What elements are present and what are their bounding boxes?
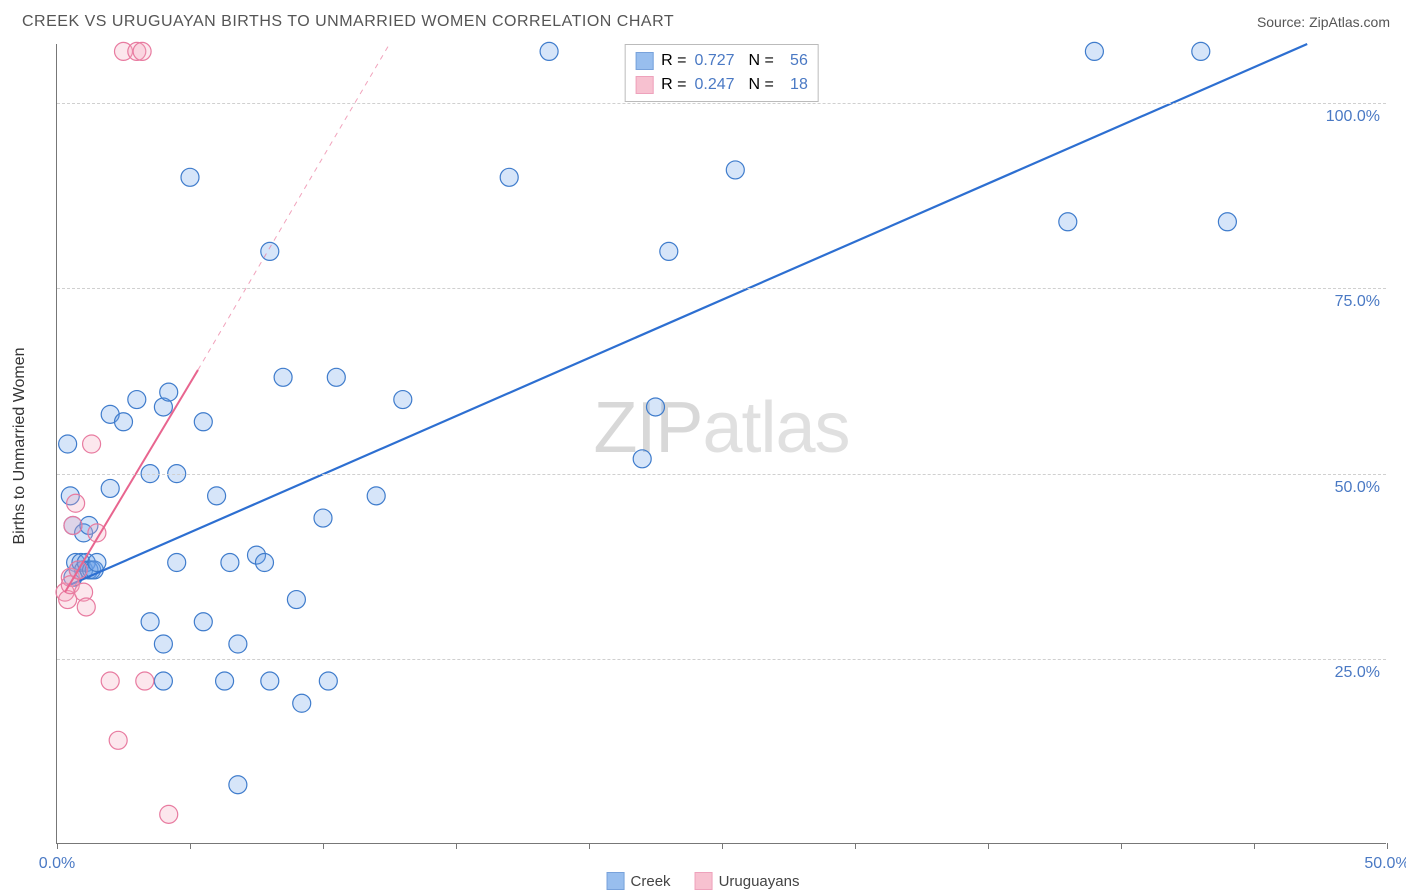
- data-point: [133, 42, 151, 60]
- correlation-legend: R = 0.727 N = 56 R = 0.247 N = 18: [624, 44, 819, 102]
- x-tick: [323, 843, 324, 849]
- x-tick: [190, 843, 191, 849]
- x-tick: [589, 843, 590, 849]
- data-point: [287, 591, 305, 609]
- x-tick: [456, 843, 457, 849]
- legend-label-uruguayans: Uruguayans: [719, 873, 800, 890]
- data-point: [229, 635, 247, 653]
- legend-n-uruguayans: 18: [782, 73, 808, 97]
- legend-r-creek: 0.727: [695, 49, 741, 73]
- legend-r-label: R =: [661, 49, 686, 73]
- data-point: [229, 776, 247, 794]
- scatter-svg: [57, 44, 1387, 844]
- chart-header: CREEK VS URUGUAYAN BIRTHS TO UNMARRIED W…: [0, 0, 1406, 44]
- x-tick: [722, 843, 723, 849]
- x-tick-label: 0.0%: [39, 855, 75, 873]
- data-point: [633, 450, 651, 468]
- legend-n-label: N =: [749, 49, 774, 73]
- swatch-creek: [607, 872, 625, 890]
- data-point: [101, 479, 119, 497]
- legend-item-uruguayans: Uruguayans: [695, 872, 800, 890]
- x-tick: [1121, 843, 1122, 849]
- gridline: [57, 103, 1386, 104]
- data-point: [255, 554, 273, 572]
- data-point: [274, 368, 292, 386]
- y-tick-label: 50.0%: [1335, 479, 1380, 497]
- legend-row-creek: R = 0.727 N = 56: [635, 49, 808, 73]
- x-tick: [1254, 843, 1255, 849]
- data-point: [314, 509, 332, 527]
- data-point: [540, 42, 558, 60]
- data-point: [115, 413, 133, 431]
- y-tick-label: 75.0%: [1335, 293, 1380, 311]
- data-point: [500, 168, 518, 186]
- data-point: [141, 613, 159, 631]
- data-point: [160, 383, 178, 401]
- data-point: [1085, 42, 1103, 60]
- chart-title: CREEK VS URUGUAYAN BIRTHS TO UNMARRIED W…: [22, 13, 674, 31]
- data-point: [77, 598, 95, 616]
- legend-n-label: N =: [749, 73, 774, 97]
- data-point: [154, 672, 172, 690]
- data-point: [160, 805, 178, 823]
- data-point: [647, 398, 665, 416]
- data-point: [109, 731, 127, 749]
- data-point: [293, 694, 311, 712]
- swatch-uruguayans: [635, 76, 653, 94]
- data-point: [67, 494, 85, 512]
- data-point: [136, 672, 154, 690]
- data-point: [88, 554, 106, 572]
- y-axis-label: Births to Unmarried Women: [11, 347, 29, 544]
- data-point: [59, 435, 77, 453]
- data-point: [660, 242, 678, 260]
- data-point: [221, 554, 239, 572]
- data-point: [394, 391, 412, 409]
- legend-r-uruguayans: 0.247: [695, 73, 741, 97]
- x-tick-label: 50.0%: [1364, 855, 1406, 873]
- gridline: [57, 659, 1386, 660]
- trend-line: [70, 44, 1307, 585]
- gridline: [57, 474, 1386, 475]
- data-point: [154, 635, 172, 653]
- x-tick: [1387, 843, 1388, 849]
- data-point: [1192, 42, 1210, 60]
- y-tick-label: 25.0%: [1335, 664, 1380, 682]
- legend-row-uruguayans: R = 0.247 N = 18: [635, 73, 808, 97]
- chart-plot-area: ZIPatlas R = 0.727 N = 56 R = 0.247 N = …: [56, 44, 1386, 844]
- source-label: Source: ZipAtlas.com: [1257, 14, 1390, 30]
- data-point: [194, 613, 212, 631]
- swatch-uruguayans: [695, 872, 713, 890]
- data-point: [327, 368, 345, 386]
- series-legend: Creek Uruguayans: [607, 872, 800, 890]
- data-point: [1218, 213, 1236, 231]
- data-point: [1059, 213, 1077, 231]
- data-point: [216, 672, 234, 690]
- legend-r-label: R =: [661, 73, 686, 97]
- data-point: [83, 435, 101, 453]
- legend-n-creek: 56: [782, 49, 808, 73]
- y-tick-label: 100.0%: [1326, 108, 1380, 126]
- data-point: [181, 168, 199, 186]
- data-point: [726, 161, 744, 179]
- data-point: [168, 554, 186, 572]
- x-tick: [988, 843, 989, 849]
- legend-item-creek: Creek: [607, 872, 671, 890]
- x-tick: [57, 843, 58, 849]
- legend-label-creek: Creek: [631, 873, 671, 890]
- data-point: [367, 487, 385, 505]
- swatch-creek: [635, 52, 653, 70]
- trend-line-dashed: [198, 44, 390, 370]
- data-point: [261, 242, 279, 260]
- data-point: [319, 672, 337, 690]
- gridline: [57, 288, 1386, 289]
- data-point: [128, 391, 146, 409]
- data-point: [64, 516, 82, 534]
- x-tick: [855, 843, 856, 849]
- data-point: [101, 672, 119, 690]
- data-point: [261, 672, 279, 690]
- data-point: [208, 487, 226, 505]
- data-point: [194, 413, 212, 431]
